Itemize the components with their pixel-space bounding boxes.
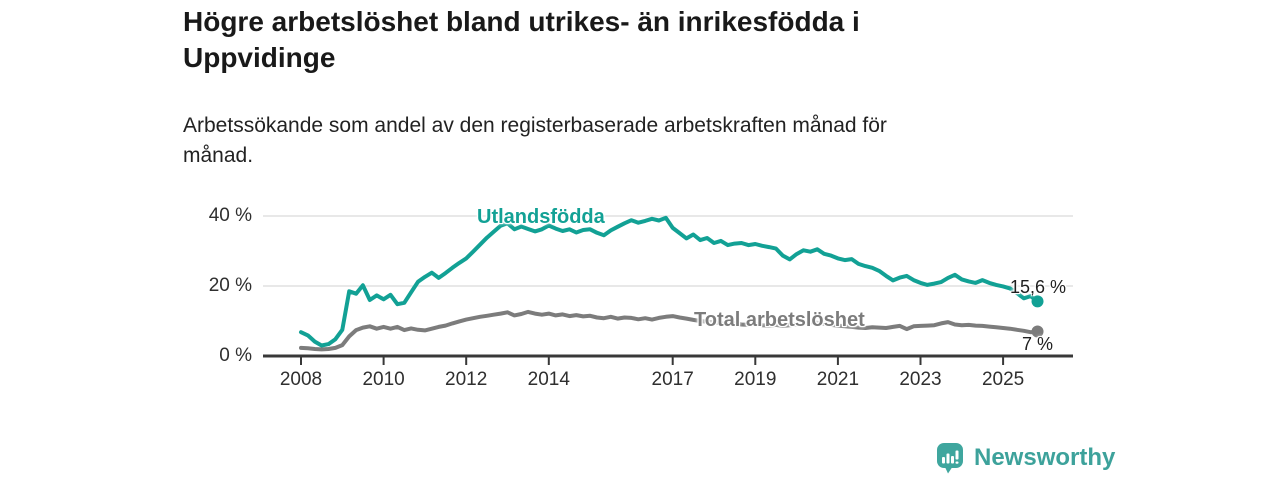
x-tick-label: 2014: [527, 369, 570, 390]
x-tick-label: 2023: [899, 369, 942, 390]
newsworthy-logo-icon: [937, 443, 963, 474]
end-value-label-utlandsfodda: 15,6 %: [1010, 277, 1067, 297]
series-label-total-arbetsloshet: Total arbetslöshet: [694, 309, 865, 331]
x-tick-label: 2008: [279, 369, 323, 390]
end-value-label-total-arbetsloshet: 7 %: [1022, 334, 1054, 354]
chart-title: Högre arbetslöshet bland utrikes- än inr…: [183, 6, 860, 73]
y-tick-label: 40 %: [208, 205, 252, 226]
series-line-utlandsfodda: [299, 215, 1040, 348]
series-line-total-arbetsloshet: [299, 309, 1040, 352]
y-tick-label: 0 %: [219, 345, 252, 366]
newsworthy-attribution[interactable]: Newsworthy: [936, 442, 1115, 474]
x-tick-label: 2010: [362, 369, 405, 390]
x-tick-label: 2012: [445, 369, 488, 390]
series-label-utlandsfodda: Utlandsfödda: [477, 206, 605, 228]
x-tick-label: 2017: [651, 369, 694, 390]
x-tick-label: 2025: [981, 369, 1025, 390]
x-tick-label: 2019: [734, 369, 777, 390]
y-tick-label: 20 %: [208, 275, 252, 296]
newsworthy-brand-name: Newsworthy: [974, 444, 1116, 471]
end-dot-utlandsfodda: [1031, 295, 1044, 308]
x-tick-label: 2021: [816, 369, 860, 390]
chart-subtitle: Arbetssökande som andel av den registerb…: [183, 114, 887, 167]
end-dot-total-arbetsloshet: [1031, 325, 1044, 338]
